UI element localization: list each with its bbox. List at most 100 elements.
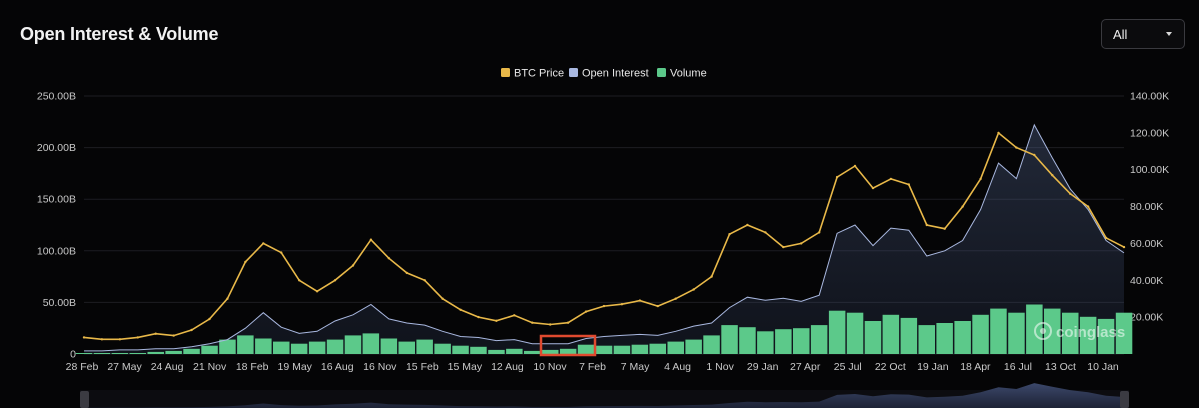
volume-bar — [864, 321, 882, 354]
highlight-box — [539, 334, 597, 357]
btc-price-point — [118, 338, 122, 341]
volume-bar — [255, 338, 272, 354]
volume-bar — [398, 341, 415, 354]
coinglass-logo-icon — [1034, 322, 1052, 340]
btc-price-point — [961, 205, 964, 208]
x-tick-label: 7 May — [621, 361, 650, 373]
volume-bar — [739, 327, 756, 354]
y-right-tick-label: 80.00K — [1130, 201, 1163, 213]
btc-price-point — [495, 319, 498, 322]
navigator-handle-left[interactable] — [80, 391, 89, 408]
x-tick-label: 1 Nov — [706, 361, 734, 373]
page-title: Open Interest & Volume — [20, 24, 219, 44]
y-left-tick-label: 200.00B — [37, 142, 76, 154]
btc-price-point — [979, 177, 982, 181]
volume-bar — [201, 345, 218, 354]
volume-bar — [1008, 312, 1025, 354]
x-tick-label: 12 Aug — [491, 361, 524, 373]
y-right-tick-label: 60.00K — [1130, 238, 1163, 250]
btc-price-point — [782, 245, 785, 249]
legend-item-volume[interactable]: Volume — [657, 68, 707, 80]
legend-label-btc-price: BTC Price — [514, 68, 564, 80]
btc-price-point — [925, 223, 928, 227]
btc-price-points — [82, 131, 1126, 341]
volume-bar — [757, 331, 774, 354]
btc-price-point — [710, 275, 713, 278]
volume-bar — [380, 338, 398, 354]
volume-bar — [93, 353, 111, 354]
btc-price-point — [82, 336, 86, 339]
x-tick-label: 28 Feb — [66, 361, 99, 373]
btc-price-point — [1069, 192, 1072, 195]
navigator-handle-right[interactable] — [1120, 391, 1129, 408]
y-left-tick-label: 150.00B — [37, 194, 76, 206]
btc-price-point — [369, 238, 373, 241]
volume-bar — [506, 348, 523, 354]
btc-price-point — [190, 328, 193, 332]
btc-price-point — [208, 317, 211, 321]
x-tick-label: 16 Aug — [321, 361, 354, 373]
volume-bar — [918, 325, 935, 354]
chevron-down-icon — [1166, 32, 1172, 36]
btc-price-point — [333, 279, 337, 282]
btc-price-point — [172, 334, 175, 337]
btc-price-point — [602, 304, 606, 308]
x-tick-label: 15 Feb — [406, 361, 439, 373]
volume-bar — [649, 343, 666, 354]
range-select[interactable]: All — [1101, 19, 1185, 49]
btc-price-point — [100, 338, 104, 341]
volume-bar — [721, 325, 738, 354]
x-tick-label: 29 Jan — [747, 361, 779, 373]
y-right-tick-label: 40.00K — [1130, 275, 1163, 287]
btc-price-point — [764, 231, 767, 234]
volume-bar — [685, 339, 702, 354]
x-tick-label: 16 Jul — [1004, 361, 1032, 373]
btc-price-point — [1104, 236, 1108, 240]
x-tick-label: 7 Feb — [579, 361, 606, 373]
x-tick-label: 24 Aug — [151, 361, 184, 373]
btc-price-point — [405, 271, 408, 275]
volume-bar — [1062, 312, 1079, 354]
volume-bar — [936, 323, 953, 354]
btc-price-point — [1122, 245, 1126, 249]
legend-item-open-interest[interactable]: Open Interest — [569, 68, 649, 80]
volume-bar — [165, 350, 182, 354]
btc-price-point — [154, 332, 157, 335]
volume-bar — [703, 335, 720, 354]
legend-item-btc-price[interactable]: BTC Price — [501, 68, 564, 80]
volume-bar — [667, 341, 684, 354]
volume-bar — [559, 348, 577, 354]
volume-bar — [882, 314, 900, 354]
volume-bar — [326, 339, 344, 354]
x-tick-label: 22 Oct — [875, 361, 906, 373]
btc-price-point — [351, 264, 355, 267]
volume-bar — [75, 353, 93, 354]
volume-bar — [954, 321, 971, 354]
y-right-tick-label: 140.00K — [1130, 91, 1169, 103]
x-tick-label: 25 Jul — [834, 361, 862, 373]
open-interest-area — [84, 124, 1124, 355]
volume-bar — [846, 312, 864, 354]
range-navigator[interactable] — [80, 383, 1129, 408]
legend-label-open-interest: Open Interest — [582, 68, 649, 80]
volume-bar — [1115, 312, 1133, 354]
volume-bar — [344, 335, 362, 354]
legend-swatch-volume — [657, 68, 666, 77]
btc-price-point — [584, 310, 588, 313]
x-tick-label: 16 Nov — [363, 361, 397, 373]
volume-bar — [470, 346, 487, 354]
legend-label-volume: Volume — [670, 68, 707, 80]
volume-bar — [147, 351, 164, 354]
btc-price-point — [800, 242, 803, 245]
volume-bar — [416, 339, 433, 354]
x-tick-label: 18 Apr — [960, 361, 991, 373]
volume-bar — [219, 339, 236, 354]
volume-bar — [488, 349, 505, 354]
volume-bar — [434, 343, 451, 354]
btc-price-point — [459, 308, 462, 311]
volume-bar — [1097, 318, 1115, 354]
volume-series — [75, 304, 1133, 354]
btc-price-point — [298, 279, 301, 282]
volume-bar — [1079, 316, 1097, 354]
btc-price-point — [566, 321, 570, 324]
